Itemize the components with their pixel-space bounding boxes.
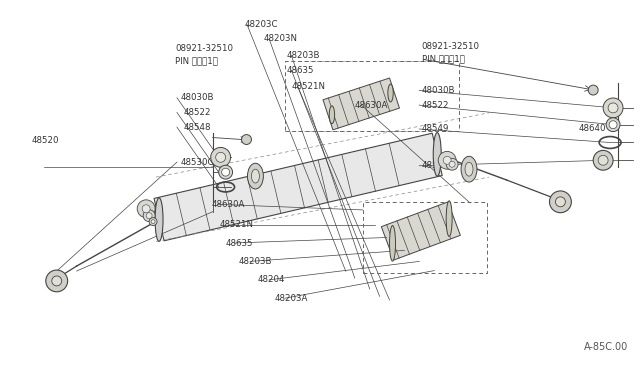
Circle shape bbox=[446, 158, 458, 170]
Text: 48204: 48204 bbox=[258, 275, 285, 284]
Text: 48203B: 48203B bbox=[286, 51, 320, 60]
Circle shape bbox=[46, 270, 68, 292]
Text: 48203B: 48203B bbox=[239, 257, 272, 266]
Ellipse shape bbox=[446, 201, 452, 237]
Ellipse shape bbox=[433, 132, 441, 176]
Text: 48203A: 48203A bbox=[274, 294, 308, 303]
Polygon shape bbox=[381, 202, 460, 260]
Circle shape bbox=[556, 197, 565, 207]
Circle shape bbox=[219, 165, 232, 179]
Circle shape bbox=[449, 161, 455, 167]
Ellipse shape bbox=[388, 84, 393, 102]
Text: 08921-32510: 08921-32510 bbox=[422, 42, 480, 51]
Ellipse shape bbox=[329, 106, 335, 124]
Text: 48521N: 48521N bbox=[291, 82, 325, 91]
Circle shape bbox=[606, 118, 620, 132]
Text: A-85C.00: A-85C.00 bbox=[584, 342, 628, 352]
Ellipse shape bbox=[248, 163, 264, 189]
Text: 48530G: 48530G bbox=[181, 158, 215, 167]
Circle shape bbox=[598, 155, 608, 165]
Text: 48549: 48549 bbox=[422, 125, 449, 134]
Circle shape bbox=[216, 153, 226, 162]
Ellipse shape bbox=[390, 225, 396, 261]
Polygon shape bbox=[323, 78, 399, 130]
Text: 48203C: 48203C bbox=[245, 20, 278, 29]
Circle shape bbox=[211, 147, 230, 167]
Circle shape bbox=[151, 219, 155, 224]
Text: 48630A: 48630A bbox=[212, 200, 245, 209]
Text: 48522: 48522 bbox=[184, 108, 211, 117]
Ellipse shape bbox=[465, 162, 473, 176]
Circle shape bbox=[603, 98, 623, 118]
Circle shape bbox=[146, 213, 152, 219]
Circle shape bbox=[137, 200, 155, 218]
Text: 48030B: 48030B bbox=[181, 93, 214, 102]
Text: 48522: 48522 bbox=[422, 100, 449, 110]
Circle shape bbox=[241, 135, 252, 144]
Text: 48640: 48640 bbox=[579, 125, 606, 134]
Circle shape bbox=[149, 218, 157, 225]
Text: 08921-32510: 08921-32510 bbox=[175, 44, 233, 52]
Circle shape bbox=[608, 103, 618, 113]
Ellipse shape bbox=[155, 198, 163, 241]
Text: 48520: 48520 bbox=[32, 135, 60, 144]
Circle shape bbox=[438, 151, 456, 169]
Ellipse shape bbox=[252, 169, 259, 183]
Circle shape bbox=[550, 191, 572, 213]
Circle shape bbox=[593, 150, 613, 170]
Text: 48530G: 48530G bbox=[422, 161, 456, 170]
Text: 48030B: 48030B bbox=[422, 86, 455, 95]
Circle shape bbox=[142, 205, 150, 213]
Text: PIN ピン（1）: PIN ピン（1） bbox=[422, 55, 465, 64]
Circle shape bbox=[609, 121, 617, 129]
Text: 48521N: 48521N bbox=[220, 220, 253, 229]
Text: 48630A: 48630A bbox=[355, 100, 388, 110]
Circle shape bbox=[221, 168, 230, 176]
Text: 48548: 48548 bbox=[184, 123, 211, 132]
Text: 48635: 48635 bbox=[286, 65, 314, 75]
Text: 48203N: 48203N bbox=[264, 34, 298, 44]
Polygon shape bbox=[154, 133, 442, 241]
Circle shape bbox=[143, 210, 155, 222]
Circle shape bbox=[52, 276, 61, 286]
Ellipse shape bbox=[461, 156, 477, 182]
Circle shape bbox=[588, 85, 598, 95]
Circle shape bbox=[443, 156, 451, 164]
Text: PIN ピン〈1〉: PIN ピン〈1〉 bbox=[175, 57, 218, 65]
Text: 48635: 48635 bbox=[226, 238, 253, 247]
